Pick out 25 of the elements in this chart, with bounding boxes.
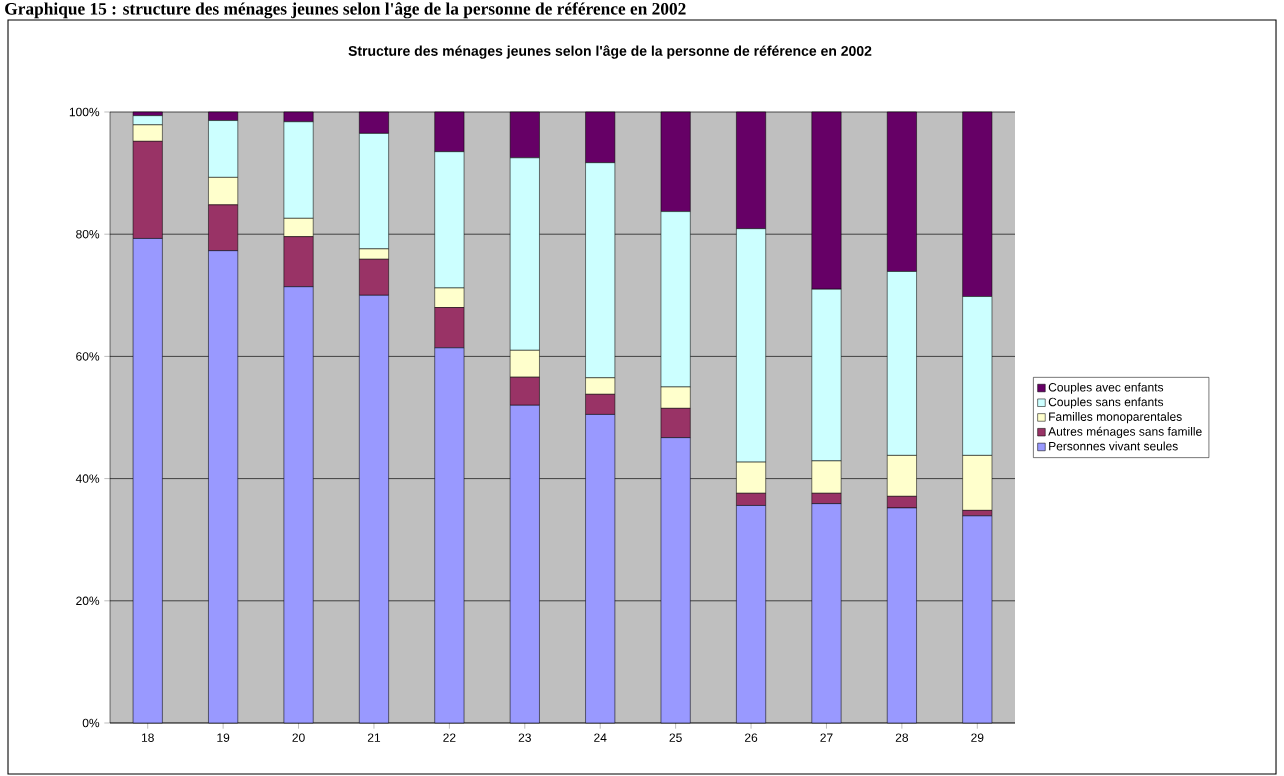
legend-label: Couples sans enfants — [1048, 397, 1164, 409]
x-tick-label: 25 — [669, 733, 682, 742]
y-tick-label: 0% — [82, 718, 100, 728]
x-tick-label: 22 — [443, 733, 456, 742]
x-tick-label: 24 — [594, 733, 607, 742]
legend-label: Autres ménages sans famille — [1048, 426, 1202, 439]
legend-label: Familles monoparentales — [1049, 412, 1182, 424]
x-tick-label: 19 — [217, 733, 230, 742]
x-tick-label: 21 — [367, 733, 381, 742]
y-tick-label: 100% — [69, 107, 100, 117]
legend-label: Personnes vivant seules — [1049, 441, 1178, 451]
y-tick-label: 80% — [76, 229, 100, 239]
x-tick-label: 20 — [292, 733, 305, 742]
chart-title: Graphique 15 : structure des ménages jeunes selon l'âge de la personne de référence en 2002 — [5, 2, 686, 19]
x-tick-label: 28 — [895, 733, 909, 742]
x-tick-label: 29 — [971, 733, 984, 742]
x-tick-label: 23 — [518, 733, 531, 742]
x-tick-label: 26 — [744, 733, 758, 742]
y-tick-label: 60% — [76, 352, 100, 361]
x-tick-label: 27 — [820, 733, 833, 742]
y-tick-label: 20% — [76, 596, 100, 606]
y-tick-label: 40% — [75, 474, 100, 483]
chart-subtitle: Structure des ménages jeunes selon l'âge de la personne de référence en 2002 — [348, 45, 872, 59]
legend-label: Couples avec enfants — [1048, 382, 1164, 394]
x-tick-label: 18 — [141, 733, 154, 742]
